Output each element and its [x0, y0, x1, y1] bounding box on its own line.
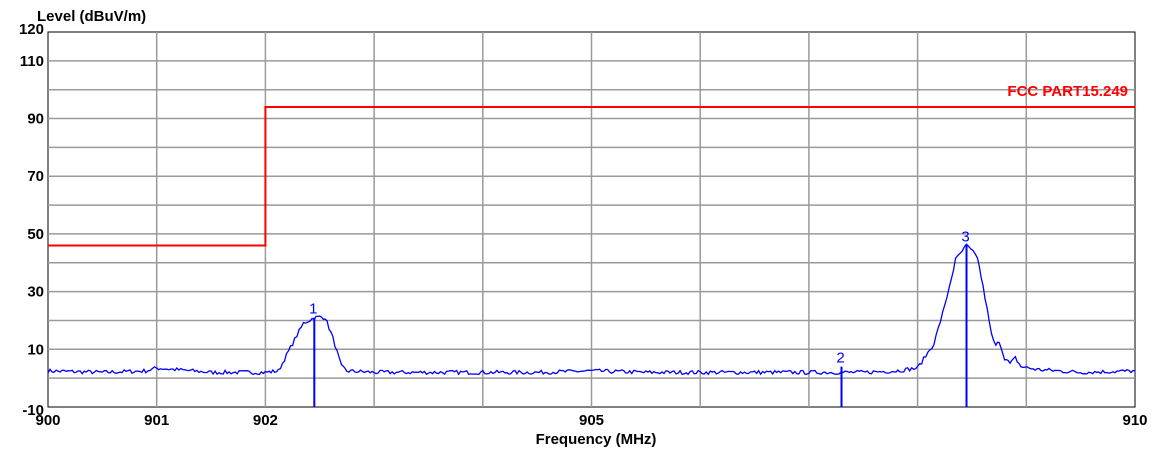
measurement-trace	[47, 243, 1136, 376]
y-tick-label: 120	[19, 21, 44, 38]
limit-line	[48, 106, 1135, 247]
x-axis-label: Frequency (MHz)	[536, 431, 657, 448]
marker-1-label: 1	[309, 301, 317, 318]
marker-2-label: 2	[836, 350, 844, 367]
grid	[48, 32, 1135, 407]
x-tick-label: 910	[1122, 412, 1147, 429]
x-tick-label: 905	[579, 412, 604, 429]
y-tick-label: 10	[27, 341, 44, 358]
x-tick-label: 902	[253, 412, 278, 429]
x-tick-label: 900	[35, 412, 60, 429]
y-tick-label: 70	[27, 168, 44, 185]
marker-3-label: 3	[961, 228, 969, 245]
y-tick-label: -10	[22, 402, 44, 419]
ticks-group: 900 901 902 905 910 -10 10 30 50 70 90 110 120	[19, 21, 1148, 429]
limit-line-group	[48, 106, 1135, 247]
y-tick-label: 50	[27, 226, 44, 243]
y-tick-label: 90	[27, 111, 44, 128]
x-tick-label: 901	[144, 412, 169, 429]
limit-line-label: FCC PART15.249	[1007, 83, 1128, 100]
y-axis-label: Level (dBuV/m)	[37, 8, 146, 25]
y-tick-label: 30	[27, 284, 44, 301]
markers-group: 1 2 3	[309, 228, 970, 407]
trace-group	[47, 243, 1136, 376]
y-tick-label: 110	[20, 53, 44, 70]
